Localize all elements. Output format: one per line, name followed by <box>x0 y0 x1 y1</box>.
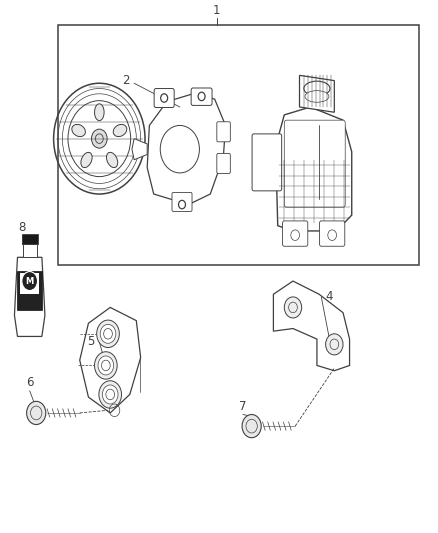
Circle shape <box>325 334 343 355</box>
Ellipse shape <box>305 91 329 102</box>
Circle shape <box>92 129 107 148</box>
Polygon shape <box>80 308 141 413</box>
Bar <box>58 25 419 265</box>
FancyBboxPatch shape <box>154 88 174 108</box>
Polygon shape <box>147 94 226 205</box>
Ellipse shape <box>95 104 104 120</box>
Circle shape <box>242 415 261 438</box>
Ellipse shape <box>106 152 118 167</box>
Circle shape <box>95 352 117 379</box>
Polygon shape <box>23 244 37 257</box>
Circle shape <box>97 320 119 348</box>
FancyBboxPatch shape <box>172 192 192 212</box>
Ellipse shape <box>113 124 127 136</box>
Text: 8: 8 <box>18 221 26 233</box>
Polygon shape <box>14 257 45 336</box>
Text: 4: 4 <box>325 290 333 303</box>
Ellipse shape <box>304 81 330 96</box>
Ellipse shape <box>72 124 85 136</box>
FancyBboxPatch shape <box>252 134 282 191</box>
Circle shape <box>102 385 118 404</box>
Text: 6: 6 <box>26 376 33 389</box>
Circle shape <box>284 297 302 318</box>
Bar <box>18 271 42 310</box>
Circle shape <box>98 356 114 375</box>
Text: 5: 5 <box>88 335 95 348</box>
Text: 1: 1 <box>213 4 221 17</box>
FancyBboxPatch shape <box>217 122 230 142</box>
FancyBboxPatch shape <box>320 221 345 246</box>
Text: M: M <box>25 277 34 286</box>
FancyBboxPatch shape <box>283 221 308 246</box>
FancyBboxPatch shape <box>284 120 345 207</box>
Ellipse shape <box>81 152 92 167</box>
Polygon shape <box>300 75 334 112</box>
Text: 7: 7 <box>239 400 247 413</box>
Bar <box>20 273 39 294</box>
Text: 2: 2 <box>122 74 129 87</box>
Circle shape <box>100 324 116 343</box>
Polygon shape <box>276 107 352 231</box>
Polygon shape <box>273 281 350 371</box>
Polygon shape <box>132 139 147 160</box>
Circle shape <box>22 271 38 290</box>
Bar <box>22 233 38 244</box>
FancyBboxPatch shape <box>191 88 212 106</box>
FancyBboxPatch shape <box>217 154 230 173</box>
Circle shape <box>27 401 46 424</box>
Circle shape <box>99 381 121 408</box>
